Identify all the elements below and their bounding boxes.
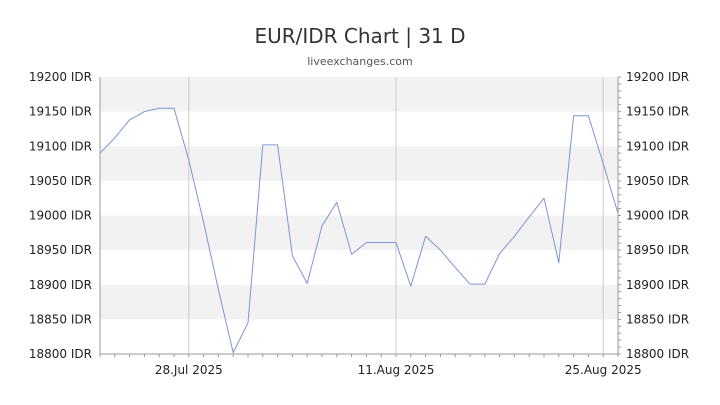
x-axis-labels: 28.Jul 2025 11.Aug 2025 25.Aug 2025 — [155, 363, 642, 377]
plot-bands — [100, 77, 618, 320]
y-tick-label-left: 19050 IDR — [29, 174, 92, 188]
y-tick-label-right: 18800 IDR — [626, 347, 689, 361]
y-tick-label-left: 19200 IDR — [29, 70, 92, 84]
y-tick-label-left: 19100 IDR — [29, 139, 92, 153]
chart-title: EUR/IDR Chart | 31 D — [254, 24, 466, 48]
y-tick-label-right: 19050 IDR — [626, 174, 689, 188]
grid-band — [100, 77, 618, 112]
y-tick-label-right: 19100 IDR — [626, 139, 689, 153]
y-tick-label-left: 18950 IDR — [29, 243, 92, 257]
x-tick-label: 28.Jul 2025 — [155, 363, 223, 377]
y-tick-label-right: 18900 IDR — [626, 278, 689, 292]
y-tick-label-right: 18850 IDR — [626, 312, 689, 326]
y-tick-label-right: 18950 IDR — [626, 243, 689, 257]
x-tick-label: 25.Aug 2025 — [565, 363, 642, 377]
series-line — [99, 107, 619, 354]
grid-band — [100, 146, 618, 181]
y-tick-label-right: 19200 IDR — [626, 70, 689, 84]
y-axis-labels-left: 18800 IDR 18850 IDR 18900 IDR 18950 IDR 1900… — [29, 70, 92, 361]
y-tick-label-right: 19150 IDR — [626, 105, 689, 119]
series-group — [99, 107, 619, 354]
y-tick-label-left: 18800 IDR — [29, 347, 92, 361]
y-tick-label-right: 19000 IDR — [626, 209, 689, 223]
y-tick-label-left: 19150 IDR — [29, 105, 92, 119]
chart-axes — [99, 76, 621, 357]
grid-band — [100, 215, 618, 251]
y-axis-labels-right: 18800 IDR 18850 IDR 18900 IDR 18950 IDR 1900… — [626, 70, 689, 361]
vertical-gridlines — [188, 77, 604, 354]
x-tick-label: 11.Aug 2025 — [358, 363, 435, 377]
grid-band — [100, 284, 618, 320]
y-tick-label-left: 19000 IDR — [29, 209, 92, 223]
y-tick-label-left: 18900 IDR — [29, 278, 92, 292]
chart-subtitle: liveexchanges.com — [307, 55, 413, 68]
y-tick-label-left: 18850 IDR — [29, 312, 92, 326]
